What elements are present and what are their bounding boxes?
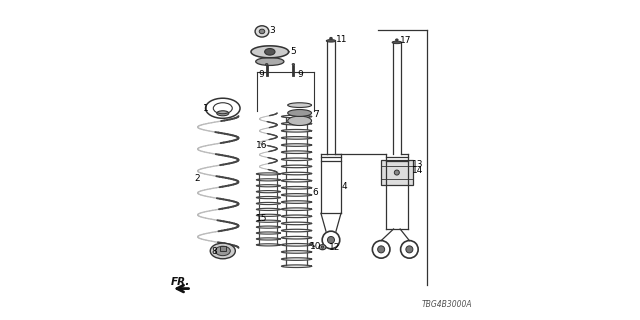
Ellipse shape [330,37,332,39]
Text: 4: 4 [341,182,347,191]
Ellipse shape [255,26,269,37]
Ellipse shape [288,116,312,125]
Bar [381,160,413,185]
Circle shape [378,246,385,253]
Text: 9: 9 [258,69,264,79]
Text: 15: 15 [256,213,268,222]
Ellipse shape [392,41,401,44]
Text: 12: 12 [328,243,340,252]
Text: 9: 9 [297,69,303,79]
Text: 3: 3 [269,26,275,35]
Text: 13: 13 [412,160,424,169]
Ellipse shape [319,245,326,250]
Text: 5: 5 [290,47,296,56]
Ellipse shape [396,39,398,41]
Ellipse shape [217,111,229,116]
Text: 16: 16 [256,141,268,150]
Text: 7: 7 [313,110,319,119]
Ellipse shape [210,243,236,259]
Ellipse shape [326,40,336,42]
Text: 17: 17 [400,36,412,45]
Ellipse shape [266,64,268,65]
Circle shape [406,246,413,253]
Text: 10: 10 [310,242,321,251]
Ellipse shape [288,109,312,116]
Ellipse shape [265,49,275,55]
Text: TBG4B3000A: TBG4B3000A [422,300,472,309]
Bar [220,246,226,251]
Polygon shape [251,46,289,58]
Ellipse shape [215,246,230,256]
Ellipse shape [256,58,284,66]
Circle shape [328,236,335,244]
Text: 8: 8 [212,247,218,256]
Ellipse shape [310,243,312,245]
Ellipse shape [288,103,312,108]
Text: 6: 6 [313,188,319,197]
Ellipse shape [321,246,324,248]
Text: 1: 1 [204,104,209,113]
Ellipse shape [259,29,265,34]
Text: 14: 14 [412,166,423,175]
Text: 11: 11 [336,35,347,44]
Ellipse shape [292,64,294,65]
Text: FR.: FR. [171,277,190,287]
Circle shape [394,170,399,175]
Text: 2: 2 [194,174,200,183]
